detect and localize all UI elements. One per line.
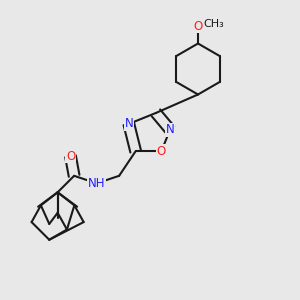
Text: N: N xyxy=(166,123,174,136)
Text: NH: NH xyxy=(88,177,105,190)
Text: CH₃: CH₃ xyxy=(203,19,224,29)
Text: O: O xyxy=(194,20,202,33)
Text: O: O xyxy=(157,145,166,158)
Text: O: O xyxy=(66,150,75,163)
Text: N: N xyxy=(124,117,133,130)
